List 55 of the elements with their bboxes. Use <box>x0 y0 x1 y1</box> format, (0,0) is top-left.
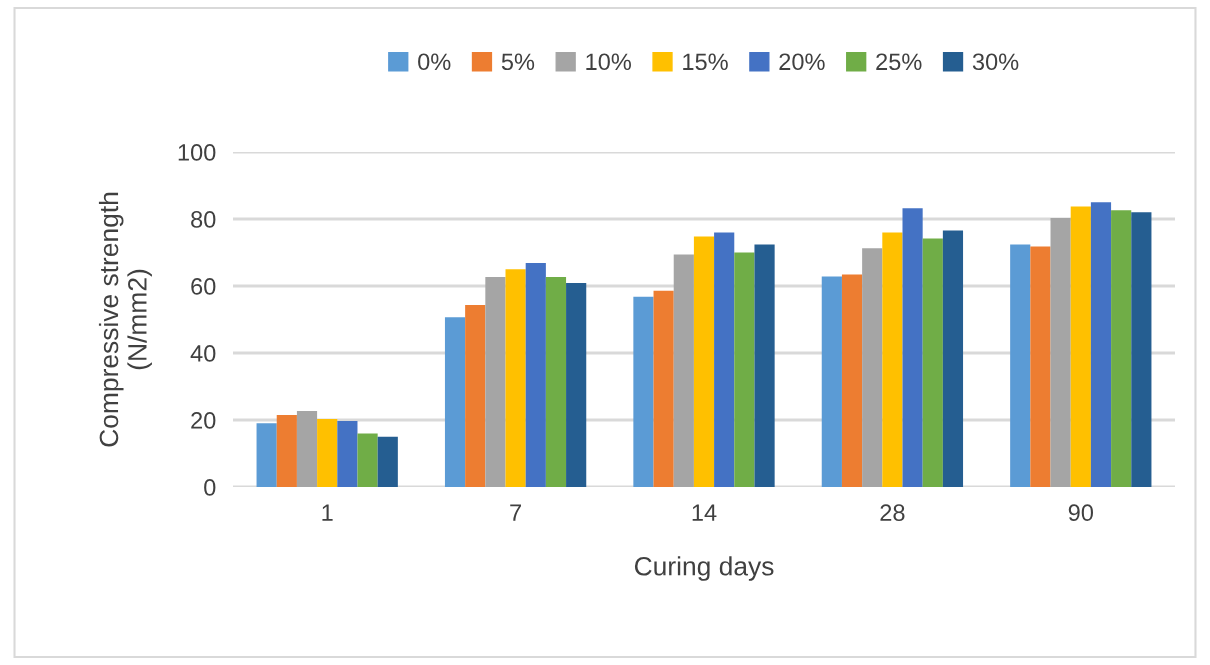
x-tick-label: 28 <box>880 504 905 522</box>
bar <box>505 269 526 487</box>
bar <box>357 433 378 487</box>
bar <box>841 274 863 487</box>
legend-label: 5% <box>501 53 535 71</box>
y-tick-label: 100 <box>178 144 216 161</box>
bar <box>1070 206 1091 487</box>
bar <box>545 276 567 487</box>
bar <box>276 414 297 487</box>
bar <box>377 436 398 487</box>
y-tick-label: 80 <box>191 211 216 228</box>
bar <box>296 410 318 487</box>
y-tick-label: 60 <box>191 278 216 295</box>
bar <box>714 232 735 487</box>
bar <box>693 236 715 487</box>
bar <box>444 317 466 487</box>
y-tick-label: 40 <box>190 345 216 362</box>
bar <box>633 296 654 487</box>
y-axis-title: Compressive strength (N/mm2) <box>98 192 152 447</box>
x-tick-label: 7 <box>510 504 521 521</box>
bar <box>566 282 587 487</box>
bar <box>653 290 674 487</box>
y-tick-label: 20 <box>191 412 216 429</box>
bar <box>754 244 775 487</box>
y-tick-label: 0 <box>204 479 216 496</box>
legend-label: 15% <box>683 53 728 71</box>
bar <box>821 276 842 487</box>
bar <box>882 232 903 487</box>
bar <box>734 252 755 487</box>
bar <box>942 230 964 487</box>
legend-label: 10% <box>586 53 631 71</box>
bar <box>1090 202 1112 487</box>
x-axis-title: Curing days <box>634 556 774 581</box>
legend-label: 25% <box>876 53 922 71</box>
bar <box>337 421 358 487</box>
bar <box>862 248 883 487</box>
legend-label: 0% <box>418 53 451 71</box>
bar <box>317 419 338 487</box>
bar <box>922 238 943 487</box>
legend-label: 20% <box>779 53 825 71</box>
bar <box>485 276 506 487</box>
bar <box>465 305 486 487</box>
bar <box>673 254 694 487</box>
legend-label: 30% <box>972 53 1019 71</box>
x-tick-label: 1 <box>322 504 333 521</box>
x-tick-label: 14 <box>692 504 717 521</box>
bar <box>1111 210 1132 487</box>
bar <box>256 423 277 487</box>
bar <box>1050 218 1071 487</box>
bar <box>902 208 923 487</box>
x-tick-label: 90 <box>1068 504 1094 522</box>
bar <box>1131 212 1152 487</box>
bar <box>1030 246 1051 487</box>
bar <box>525 262 546 487</box>
bar <box>1010 244 1031 487</box>
